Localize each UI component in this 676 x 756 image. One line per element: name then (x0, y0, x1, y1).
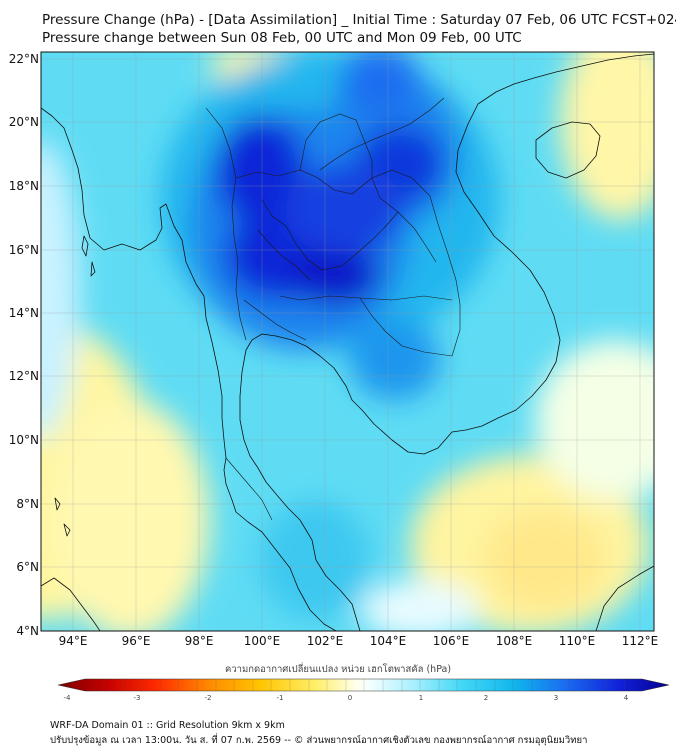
lat-label: 4°N (16, 624, 39, 638)
lat-axis: 22°N 20°N 18°N 16°N 14°N 12°N 10°N 8°N 6… (9, 52, 39, 638)
lon-label: 104°E (370, 634, 407, 648)
lat-label: 20°N (9, 115, 39, 129)
lon-axis: 94°E 96°E 98°E 100°E 102°E 104°E 106°E 1… (59, 634, 659, 648)
lon-label: 108°E (496, 634, 533, 648)
colorbar-tick: -1 (277, 694, 284, 702)
lon-label: 96°E (122, 634, 151, 648)
lat-label: 8°N (16, 497, 39, 511)
lat-label: 22°N (9, 52, 39, 66)
pressure-field (41, 52, 654, 631)
coastlines (41, 53, 654, 631)
map-title: Pressure Change (hPa) - [Data Assimilati… (42, 12, 676, 28)
colorbar-tick: -4 (64, 694, 72, 702)
colorbar: -4 -3 -2 -1 0 1 2 3 4 (57, 678, 670, 702)
lat-label: 10°N (9, 433, 39, 447)
model-info: WRF-DA Domain 01 :: Grid Resolution 9km … (50, 720, 285, 731)
colorbar-tick: 1 (419, 694, 423, 702)
lat-label: 16°N (9, 243, 39, 257)
colorbar-tick: -3 (134, 694, 141, 702)
map-gridlines (41, 52, 654, 631)
lat-label: 12°N (9, 369, 39, 383)
colorbar-tick: 0 (348, 694, 352, 702)
map-frame (40, 51, 655, 632)
colorbar-tick: 3 (554, 694, 558, 702)
colorbar-label: ความกดอากาศเปลี่ยนแปลง หน่วย เฮกโตพาสคัล… (224, 664, 452, 675)
country-borders (205, 97, 461, 521)
colorbar-body (57, 678, 670, 692)
colorbar-tick: 4 (624, 694, 629, 702)
lon-label: 98°E (185, 634, 214, 648)
lon-label: 110°E (559, 634, 596, 648)
colorbar-tick: 2 (484, 694, 488, 702)
lon-label: 100°E (244, 634, 281, 648)
lon-label: 94°E (59, 634, 88, 648)
lon-label: 112°E (622, 634, 659, 648)
update-credit: ปรับปรุงข้อมูล ณ เวลา 13:00น. วัน ส. ที่… (50, 735, 588, 746)
map-subtitle: Pressure change between Sun 08 Feb, 00 U… (42, 30, 522, 46)
lat-label: 18°N (9, 179, 39, 193)
lon-label: 106°E (433, 634, 470, 648)
lat-label: 6°N (16, 560, 39, 574)
lat-label: 14°N (9, 306, 39, 320)
lon-label: 102°E (307, 634, 344, 648)
colorbar-tick: -2 (205, 694, 212, 702)
